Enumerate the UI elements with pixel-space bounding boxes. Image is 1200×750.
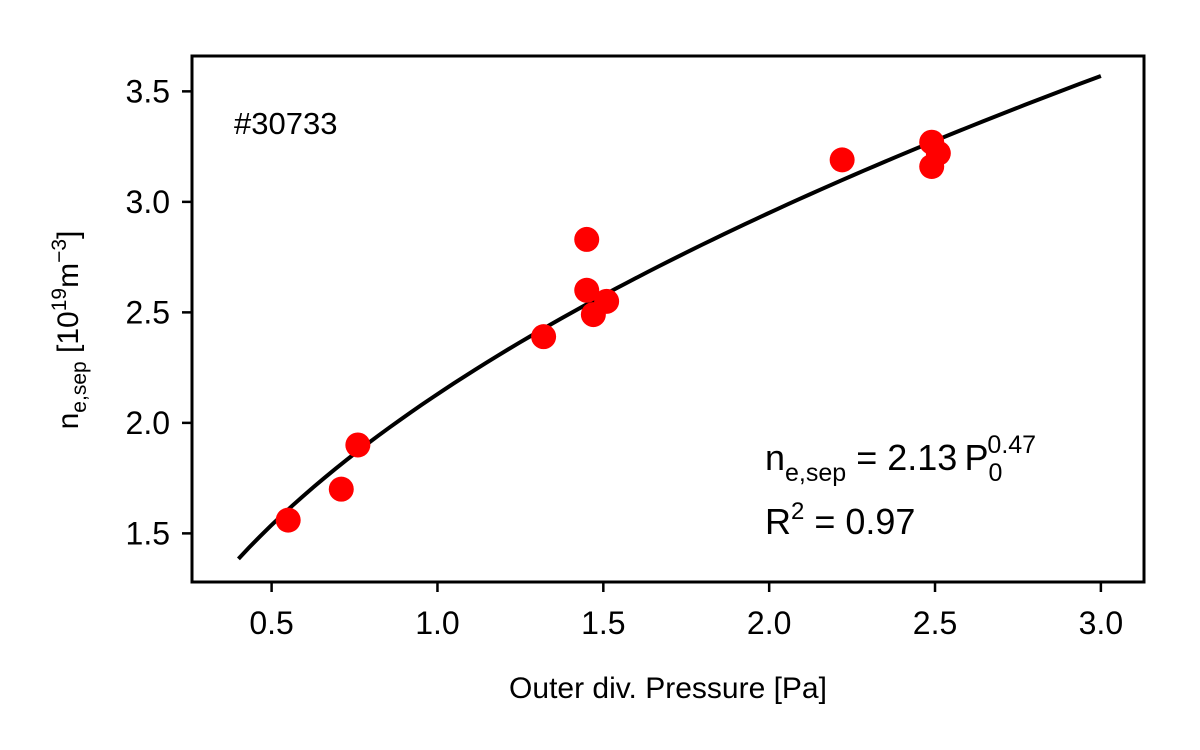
r2-sup: 2	[791, 498, 804, 525]
points-layer	[275, 129, 951, 533]
ylabel-sub: e,sep	[68, 361, 91, 412]
x-axis-ticks: 0.5 1.0 1.5 2.0 2.5 3.0	[249, 582, 1123, 641]
y-tick-label: 2.5	[126, 294, 170, 330]
x-tick-label: 1.0	[415, 605, 459, 641]
ylabel-main: n	[52, 413, 85, 430]
x-tick-label: 0.5	[249, 605, 293, 641]
data-point	[574, 226, 600, 252]
eq-lhs-sub: e,sep	[785, 459, 846, 487]
y-tick-label: 3.5	[126, 73, 170, 109]
ylabel-unit-mid: m	[52, 263, 85, 288]
r2-main: R	[765, 501, 791, 542]
y-axis-label: ne,sep [1019m−3]	[48, 231, 91, 430]
x-axis-label: Outer div. Pressure [Pa]	[509, 672, 827, 705]
x-tick-label: 2.5	[913, 605, 957, 641]
y-tick-label: 1.5	[126, 515, 170, 551]
eq-p-sub: 0	[989, 459, 1003, 487]
data-point	[574, 277, 600, 303]
x-tick-label: 2.0	[747, 605, 791, 641]
eq-lhs: n	[765, 437, 785, 478]
data-point	[345, 432, 371, 458]
x-tick-label: 1.5	[581, 605, 625, 641]
data-point	[925, 140, 951, 166]
ylabel-unit-exp: 19	[48, 288, 71, 311]
r-squared: R2 = 0.97	[765, 498, 915, 542]
r2-rest: = 0.97	[804, 501, 915, 542]
plot-area-frame	[190, 54, 1146, 584]
data-point	[275, 507, 301, 533]
x-tick-label: 3.0	[1079, 605, 1123, 641]
ylabel-unit-exp2: −3	[48, 239, 71, 263]
fit-equation: ne,sep = 2.13 P00.47	[765, 431, 1036, 487]
ylabel-unit-prefix: [10	[52, 311, 85, 361]
y-tick-label: 2.0	[126, 405, 170, 441]
y-axis-ticks: 1.5 2.0 2.5 3.0 3.5	[126, 73, 192, 551]
shot-number-annotation: #30733	[234, 106, 337, 141]
data-point	[328, 476, 354, 502]
fit-layer	[236, 74, 1102, 561]
data-point	[531, 324, 557, 350]
fit-curve	[236, 74, 1102, 561]
data-point	[829, 147, 855, 173]
data-point	[594, 288, 620, 314]
eq-p-sup: 0.47	[987, 431, 1036, 459]
eq-rhs: = 2.13 P	[846, 437, 988, 478]
ylabel-unit-suffix: ]	[52, 231, 85, 239]
y-tick-label: 3.0	[126, 184, 170, 220]
